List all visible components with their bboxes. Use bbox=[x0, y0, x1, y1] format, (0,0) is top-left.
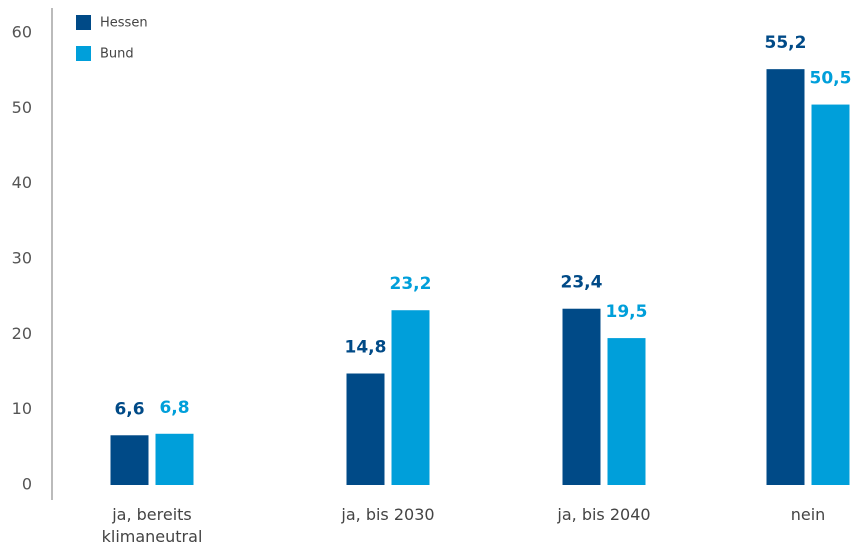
legend-label: Bund bbox=[100, 47, 134, 62]
x-tick-label: ja, bis 2030 bbox=[341, 505, 435, 524]
bar bbox=[607, 338, 646, 485]
y-tick-label: 30 bbox=[12, 249, 32, 268]
value-label: 55,2 bbox=[765, 33, 807, 53]
bar bbox=[391, 310, 430, 485]
y-tick-label: 0 bbox=[22, 475, 32, 494]
bar bbox=[766, 69, 805, 485]
value-label: 23,4 bbox=[561, 273, 603, 293]
y-tick-label: 40 bbox=[12, 173, 32, 192]
value-label: 19,5 bbox=[606, 302, 648, 322]
y-tick-label: 60 bbox=[12, 23, 32, 42]
bar bbox=[811, 104, 850, 486]
value-label: 6,6 bbox=[114, 399, 144, 419]
value-label: 23,2 bbox=[390, 274, 432, 294]
y-tick-label: 50 bbox=[12, 98, 32, 117]
legend-swatch bbox=[76, 15, 91, 30]
bar bbox=[562, 308, 601, 485]
legend-swatch bbox=[76, 46, 91, 61]
value-label: 6,8 bbox=[159, 398, 189, 418]
legend-label: Hessen bbox=[100, 16, 148, 31]
y-tick-label: 10 bbox=[12, 399, 32, 418]
bar bbox=[155, 433, 194, 485]
x-tick-label: nein bbox=[790, 505, 826, 524]
bar bbox=[110, 435, 149, 485]
y-tick-label: 20 bbox=[12, 324, 32, 343]
bar bbox=[346, 373, 385, 485]
value-label: 50,5 bbox=[810, 69, 852, 89]
value-label: 14,8 bbox=[345, 338, 387, 358]
x-tick-label: ja, bereits klimaneutral bbox=[101, 505, 203, 546]
x-tick-label: ja, bis 2040 bbox=[557, 505, 651, 524]
